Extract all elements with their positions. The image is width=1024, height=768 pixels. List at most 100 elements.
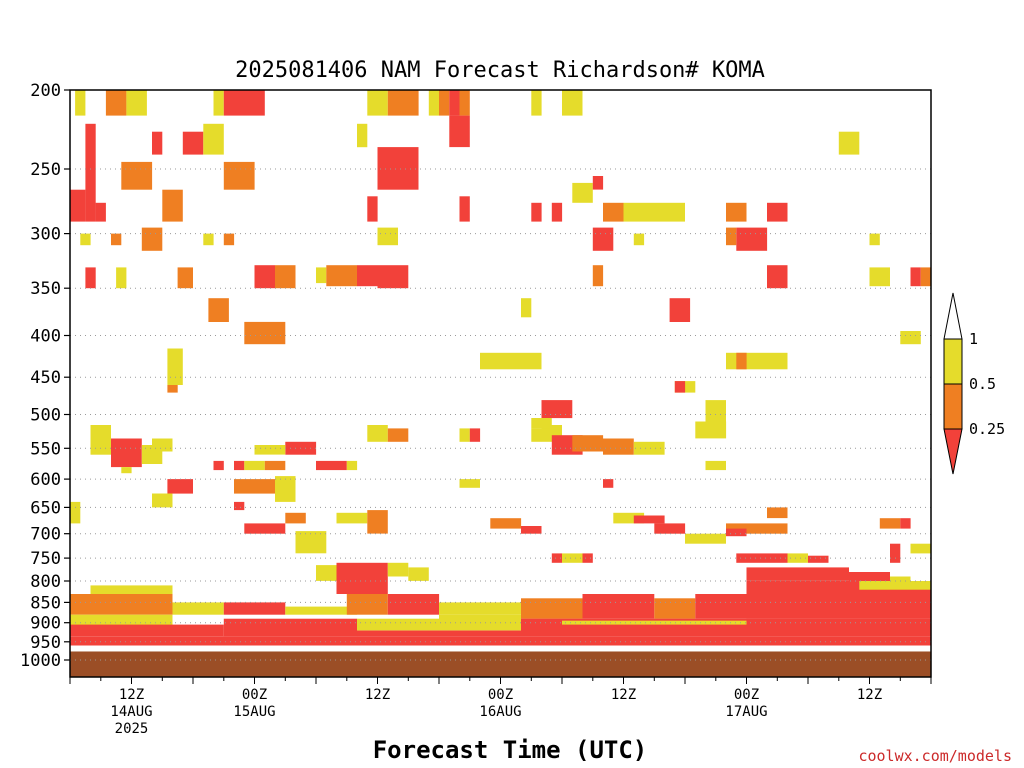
x-tick-label: 15AUG [233, 704, 275, 720]
ri-cell [223, 602, 286, 615]
ri-cell [357, 618, 439, 631]
ri-cell [285, 512, 306, 524]
ri-cell [603, 202, 624, 222]
ri-cell [736, 352, 747, 370]
x-tick-label: 17AUG [725, 704, 767, 720]
ri-cell [890, 543, 901, 563]
ri-cell [787, 553, 808, 563]
ri-cell [182, 131, 204, 155]
y-tick-label: 600 [30, 470, 61, 490]
ri-cell [592, 227, 614, 251]
ri-cell [849, 572, 890, 581]
ri-cell [244, 460, 265, 471]
legend-level-label: 0.25 [969, 420, 1005, 438]
ri-cell [111, 233, 122, 246]
ri-cell [223, 233, 235, 246]
x-tick-label: 12Z [857, 687, 882, 703]
ri-cell [234, 501, 245, 511]
ri-cell [80, 233, 91, 246]
ri-cell [623, 202, 685, 222]
ri-cell [746, 352, 788, 370]
ri-cell [367, 510, 388, 534]
ri-cell [633, 233, 645, 246]
ri-cell [234, 479, 275, 494]
ri-cell [346, 594, 388, 615]
ri-cell [316, 460, 347, 471]
ri-cell [459, 428, 470, 442]
ri-cell [357, 630, 521, 637]
ri-cell [726, 202, 747, 222]
ri-cell [141, 227, 163, 251]
ri-cell [439, 602, 521, 615]
ri-cell [167, 385, 178, 393]
ri-cell [869, 267, 890, 287]
ri-cell [275, 476, 296, 502]
ri-cell [203, 233, 214, 246]
x-tick-label: 00Z [242, 687, 267, 703]
credit-text: coolwx.com/models [858, 747, 1012, 765]
ri-cell [531, 90, 542, 116]
ri-cell [521, 526, 542, 534]
ri-cell [85, 123, 96, 222]
ri-cell [387, 594, 440, 615]
y-tick-label: 1000 [20, 651, 61, 671]
y-tick-label: 700 [30, 525, 61, 545]
ri-cell [459, 479, 480, 488]
x-axis-label: Forecast Time (UTC) [373, 736, 648, 764]
ri-cell [285, 606, 358, 615]
ri-cell [70, 624, 224, 637]
ri-cell [674, 381, 686, 393]
ri-cell [633, 515, 665, 524]
ri-cell [162, 189, 183, 222]
x-tick-label: 12Z [611, 687, 636, 703]
ri-cell [767, 265, 788, 289]
ri-cell [695, 594, 747, 619]
y-tick-label: 200 [30, 81, 61, 101]
y-tick-label: 750 [30, 549, 61, 569]
ri-cell [172, 602, 224, 615]
ri-cell [316, 267, 327, 284]
ri-cell [223, 161, 255, 190]
ri-cell [767, 202, 788, 222]
ri-cell [685, 533, 726, 544]
ri-cell [367, 196, 378, 222]
ri-cell [705, 460, 726, 471]
legend-swatch-0-5-to-1 [943, 338, 963, 385]
surface-line [70, 647, 931, 652]
ri-cell [90, 585, 173, 594]
ri-cell [70, 636, 931, 646]
gridlines [70, 168, 931, 661]
ri-cell [244, 321, 286, 345]
y-tick-label: 400 [30, 327, 61, 347]
y-tick-label: 300 [30, 225, 61, 245]
x-tick-label: 00Z [734, 687, 759, 703]
ri-cell [910, 267, 921, 287]
ri-cell [346, 460, 358, 471]
ri-cell [726, 528, 747, 537]
ri-cell [336, 562, 388, 594]
ri-cell [387, 428, 409, 442]
ri-cell [367, 90, 388, 116]
ri-cell [336, 512, 368, 524]
ri-cell [70, 501, 81, 524]
ri-cell [736, 227, 768, 251]
ri-cell [377, 265, 409, 289]
y-tick-label: 550 [30, 439, 61, 459]
ri-cell [167, 348, 183, 385]
surface-band [70, 651, 931, 677]
ri-cell [387, 90, 419, 116]
ri-cell [838, 131, 860, 155]
ri-cell [613, 512, 645, 524]
ri-cell [449, 115, 470, 148]
ri-cell [521, 298, 532, 318]
ri-cell [746, 567, 849, 581]
ri-cell [654, 523, 686, 534]
ri-cell [582, 553, 593, 563]
y-tick-label: 500 [30, 406, 61, 426]
ri-cell [439, 90, 450, 116]
ri-cell [736, 553, 788, 563]
ri-cell [111, 438, 142, 468]
ri-cell [357, 123, 368, 148]
x-tick-label: 14AUG [110, 704, 152, 720]
